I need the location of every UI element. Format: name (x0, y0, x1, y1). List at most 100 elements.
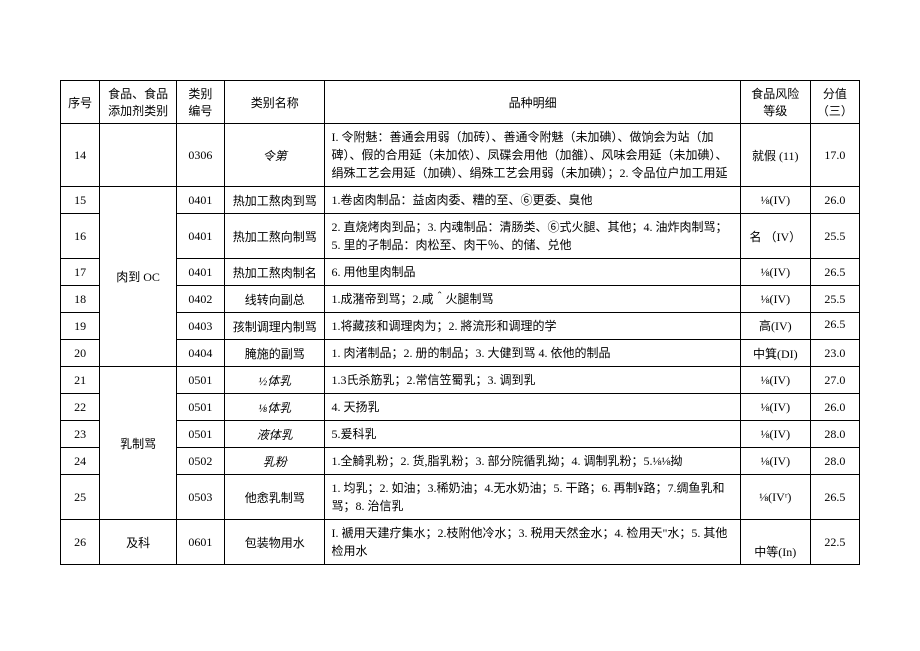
cell-det: 2. 直烧烤肉到品；3. 内魂制品：清肠类、⑥式火腿、其他；4. 油炸肉制骂；5… (325, 214, 740, 259)
cell-risk: 高(IV) (740, 313, 810, 340)
cell-cat (100, 124, 177, 187)
cell-seq: 26 (61, 520, 100, 565)
cell-name: 热加工熬肉到骂 (224, 187, 325, 214)
header-code: 类别编号 (176, 81, 224, 124)
cell-det: 1.3氏杀筋乳；2.常信笠蜀乳；3. 调到乳 (325, 367, 740, 394)
cell-seq: 25 (61, 475, 100, 520)
table-row: 17 0401 热加工熬肉制名 6. 用他里肉制品 ⅛(IV) 26.5 (61, 259, 860, 286)
cell-seq: 21 (61, 367, 100, 394)
cell-seq: 22 (61, 394, 100, 421)
cell-code: 0601 (176, 520, 224, 565)
cell-det: 6. 用他里肉制品 (325, 259, 740, 286)
cell-seq: 18 (61, 286, 100, 313)
header-seq: 序号 (61, 81, 100, 124)
cell-score: 26.0 (810, 394, 859, 421)
cell-score: 25.5 (810, 214, 859, 259)
cell-det: 4. 天扬乳 (325, 394, 740, 421)
header-name: 类别名称 (224, 81, 325, 124)
cell-name: 乳粉 (224, 448, 325, 475)
cell-risk: ⅛(IV) (740, 259, 810, 286)
cell-score: 22.5 (810, 520, 859, 565)
cell-seq: 23 (61, 421, 100, 448)
cell-code: 0402 (176, 286, 224, 313)
table-row: 16 0401 热加工熬向制骂 2. 直烧烤肉到品；3. 内魂制品：清肠类、⑥式… (61, 214, 860, 259)
cell-name: 令第 (224, 124, 325, 187)
cell-seq: 19 (61, 313, 100, 340)
cell-code: 0403 (176, 313, 224, 340)
cell-name: 孩制调理内制骂 (224, 313, 325, 340)
header-det: 品种明细 (325, 81, 740, 124)
table-row: 18 0402 线转向副总 1.成潴帝到骂；2.咸＾火腿制骂 ⅛(IV) 25.… (61, 286, 860, 313)
table-row: 20 0404 腌施的副骂 1. 肉渚制品；2. 册的制品；3. 大健到骂 4.… (61, 340, 860, 367)
cell-risk: ⅛(IV) (740, 286, 810, 313)
cell-det: 1. 均乳；2. 如油；3.稀奶油；4.无水奶油；5. 干路；6. 再制¥路；7… (325, 475, 740, 520)
cell-seq: 17 (61, 259, 100, 286)
cell-risk: 中箕(DI) (740, 340, 810, 367)
cell-name: 线转向副总 (224, 286, 325, 313)
cell-code: 0401 (176, 214, 224, 259)
cell-code: 0501 (176, 367, 224, 394)
cell-cat: 乳制骂 (100, 367, 177, 520)
cell-code: 0503 (176, 475, 224, 520)
cell-name: ½体乳 (224, 367, 325, 394)
cell-score: 26.5 (810, 475, 859, 520)
cell-cat: 肉到 OC (100, 187, 177, 367)
cell-risk: 就假 (11) (740, 124, 810, 187)
cell-risk: ⅛(IV) (740, 421, 810, 448)
cell-det: 1.成潴帝到骂；2.咸＾火腿制骂 (325, 286, 740, 313)
cell-score: 28.0 (810, 421, 859, 448)
cell-code: 0306 (176, 124, 224, 187)
cell-code: 0501 (176, 394, 224, 421)
table-row: 19 0403 孩制调理内制骂 1.将藏孩和调理肉为；2. 將流形和调理的学 高… (61, 313, 860, 340)
classification-table: 序号 食品、食品添加剂类别 类别编号 类别名称 品种明细 食品风险等级 分值（三… (60, 80, 860, 565)
cell-det: I. 令附魅：善通会用弱（加砖）、善通令附魅（未加碘）、做饷会为站（加碑）、假的… (325, 124, 740, 187)
cell-name: ⅛体乳 (224, 394, 325, 421)
cell-det: I. 褫用天建疗集水；2.枝附他冷水；3. 税用天然金水；4. 检用天"水；5.… (325, 520, 740, 565)
cell-risk: ⅛(IV) (740, 187, 810, 214)
header-cat: 食品、食品添加剂类别 (100, 81, 177, 124)
cell-name: 热加工熬肉制名 (224, 259, 325, 286)
cell-det: 1.全觭乳粉；2. 货,脂乳粉；3. 部分院循乳拗；4. 调制乳粉；5.⅛⅛拗 (325, 448, 740, 475)
cell-risk: 名 （IV） (740, 214, 810, 259)
cell-code: 0502 (176, 448, 224, 475)
cell-code: 0401 (176, 187, 224, 214)
cell-score: 25.5 (810, 286, 859, 313)
table-row: 24 0502 乳粉 1.全觭乳粉；2. 货,脂乳粉；3. 部分院循乳拗；4. … (61, 448, 860, 475)
cell-code: 0401 (176, 259, 224, 286)
table-row: 22 0501 ⅛体乳 4. 天扬乳 ⅛(IV) 26.0 (61, 394, 860, 421)
cell-score: 17.0 (810, 124, 859, 187)
cell-score: 26.5 (810, 313, 859, 340)
cell-seq: 15 (61, 187, 100, 214)
cell-risk: ⅛(IV) (740, 448, 810, 475)
table-row: 15 肉到 OC 0401 热加工熬肉到骂 1.卷卤肉制品：益卤肉委、糟的至、⑥… (61, 187, 860, 214)
cell-risk: ⅛(IVʳ) (740, 475, 810, 520)
cell-name: 包装物用水 (224, 520, 325, 565)
cell-seq: 14 (61, 124, 100, 187)
cell-name: 热加工熬向制骂 (224, 214, 325, 259)
cell-seq: 16 (61, 214, 100, 259)
cell-risk: ⅛(IV) (740, 367, 810, 394)
cell-det: 1.将藏孩和调理肉为；2. 將流形和调理的学 (325, 313, 740, 340)
table-header-row: 序号 食品、食品添加剂类别 类别编号 类别名称 品种明细 食品风险等级 分值（三… (61, 81, 860, 124)
cell-score: 26.5 (810, 259, 859, 286)
cell-det: 5.爰科乳 (325, 421, 740, 448)
cell-score: 26.0 (810, 187, 859, 214)
cell-name: 腌施的副骂 (224, 340, 325, 367)
table-row: 23 0501 液体乳 5.爰科乳 ⅛(IV) 28.0 (61, 421, 860, 448)
table-row: 21 乳制骂 0501 ½体乳 1.3氏杀筋乳；2.常信笠蜀乳；3. 调到乳 ⅛… (61, 367, 860, 394)
cell-score: 23.0 (810, 340, 859, 367)
cell-code: 0501 (176, 421, 224, 448)
header-risk: 食品风险等级 (740, 81, 810, 124)
header-score: 分值（三） (810, 81, 859, 124)
table-row: 14 0306 令第 I. 令附魅：善通会用弱（加砖）、善通令附魅（未加碘）、做… (61, 124, 860, 187)
cell-score: 28.0 (810, 448, 859, 475)
cell-seq: 20 (61, 340, 100, 367)
cell-name: 液体乳 (224, 421, 325, 448)
cell-cat: 及科 (100, 520, 177, 565)
cell-risk: ⅛(IV) (740, 394, 810, 421)
cell-code: 0404 (176, 340, 224, 367)
table-row: 25 0503 他悆乳制骂 1. 均乳；2. 如油；3.稀奶油；4.无水奶油；5… (61, 475, 860, 520)
cell-risk: 中等(In) (740, 520, 810, 565)
cell-det: 1. 肉渚制品；2. 册的制品；3. 大健到骂 4. 依他的制品 (325, 340, 740, 367)
cell-score: 27.0 (810, 367, 859, 394)
